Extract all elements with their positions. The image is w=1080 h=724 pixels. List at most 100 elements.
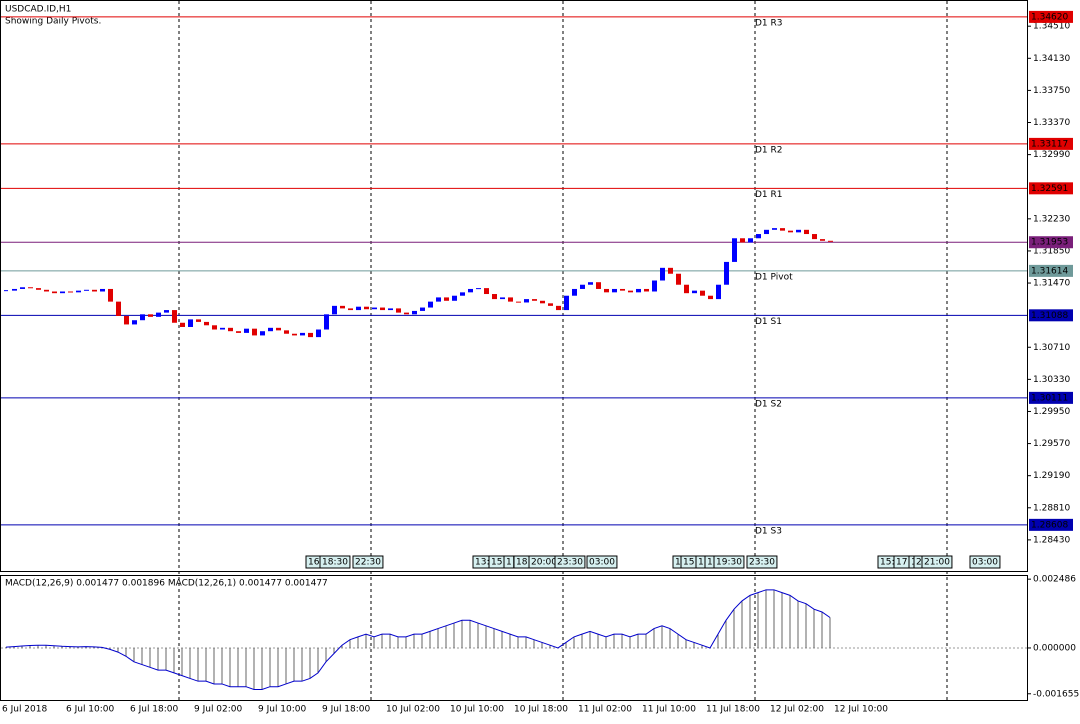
candle-body (276, 327, 281, 331)
candle-body (44, 289, 49, 292)
price-label: 1.31953 (1031, 238, 1068, 248)
macd-frame (0, 575, 1028, 701)
candle-body (316, 329, 321, 338)
candle-body (676, 273, 681, 285)
pivot-name: D1 S3 (755, 526, 782, 536)
session-label: 2 (916, 558, 922, 568)
candle-body (516, 301, 521, 303)
candle-body (804, 229, 809, 235)
price-tick-label: 1.32990 (1033, 150, 1070, 160)
price-tick-label: 1.31470 (1033, 279, 1070, 289)
candle-body (228, 327, 233, 332)
candle-body (108, 288, 113, 302)
candle-body (692, 290, 697, 294)
candle-body (572, 288, 577, 296)
candle-body (140, 314, 145, 321)
candle-body (748, 238, 753, 243)
candle-body (484, 288, 489, 295)
symbol: USDCAD.ID,H1 (5, 5, 71, 15)
candle-body (340, 305, 345, 309)
session-label: 1 (698, 558, 704, 568)
price-tick-label: 1.29950 (1033, 407, 1070, 417)
session-box (713, 555, 745, 569)
candle-body (828, 240, 833, 242)
pivot-name: D1 R1 (755, 190, 783, 200)
candle-body (716, 284, 721, 300)
pivot-name: D1 R2 (755, 145, 783, 155)
candle-body (724, 261, 729, 285)
candle-body (404, 312, 409, 315)
candle-body (284, 330, 289, 334)
candle-body (308, 332, 313, 338)
candle-body (820, 239, 825, 241)
candle-body (428, 301, 433, 308)
candle-body (532, 299, 537, 301)
session-label: 1 (707, 558, 713, 568)
candle-body (756, 234, 761, 239)
candle-body (764, 229, 769, 235)
session-label: 03:00 (972, 558, 998, 568)
candle-body (236, 331, 241, 333)
candle-body (92, 289, 97, 292)
candle-body (476, 288, 481, 290)
candle-body (196, 319, 201, 322)
session-label: 21:00 (924, 558, 950, 568)
session-label: 23:30 (749, 558, 775, 568)
candle-body (684, 284, 689, 294)
price-label-box (1029, 137, 1073, 150)
price-tick-label: 1.30330 (1033, 375, 1070, 385)
candle-body (204, 321, 209, 326)
candle-body (708, 295, 713, 300)
candle-body (580, 284, 585, 289)
price-label: 1.31088 (1031, 311, 1068, 321)
session-label: 22:30 (355, 558, 381, 568)
price-label-box (1029, 236, 1073, 249)
price-label: 1.34620 (1031, 12, 1068, 22)
candle-body (412, 310, 417, 315)
session-label: 18: (516, 558, 530, 568)
candle-body (492, 294, 497, 300)
price-label: 1.33117 (1031, 139, 1068, 149)
time-label: 9 Jul 02:00 (194, 705, 243, 715)
candle-body (156, 312, 161, 317)
candle-body (452, 295, 457, 301)
candle-body (812, 234, 817, 240)
candle-body (700, 290, 705, 296)
candle-body (36, 288, 41, 290)
time-label: 6 Jul 10:00 (66, 705, 115, 715)
candle-body (588, 282, 593, 285)
price-tick-label: 1.30710 (1033, 343, 1070, 353)
time-label: 11 Jul 10:00 (642, 705, 696, 715)
candle-body (76, 290, 81, 293)
session-label: 15: (880, 558, 894, 568)
candle-body (260, 331, 265, 336)
candle-body (20, 287, 25, 289)
session-label: 20:00 (531, 558, 557, 568)
price-tick-label: 1.32230 (1033, 214, 1070, 224)
session-label: 19:30 (716, 558, 742, 568)
candle-body (188, 319, 193, 327)
candle-body (636, 288, 641, 293)
price-label-box (1029, 182, 1073, 195)
session-label: 18:30 (322, 558, 348, 568)
session-box (319, 555, 351, 569)
candle-body (60, 291, 65, 294)
candle-body (84, 289, 89, 291)
candle-body (52, 291, 57, 294)
price-tick-label: 1.31850 (1033, 246, 1070, 256)
session-label: 1 (675, 558, 681, 568)
macd-line (5, 589, 831, 690)
candle-body (796, 229, 801, 233)
candle-body (660, 267, 665, 281)
candle-body (132, 320, 137, 325)
pivot-name: D1 R3 (755, 18, 783, 28)
time-label: 10 Jul 02:00 (386, 705, 440, 715)
candle-body (244, 328, 249, 333)
candle-body (220, 327, 225, 330)
candle-body (596, 282, 601, 289)
session-label: 03:00 (589, 558, 615, 568)
time-label: 9 Jul 10:00 (258, 705, 307, 715)
price-label: 1.32591 (1031, 184, 1068, 194)
day-separators (178, 1, 948, 700)
